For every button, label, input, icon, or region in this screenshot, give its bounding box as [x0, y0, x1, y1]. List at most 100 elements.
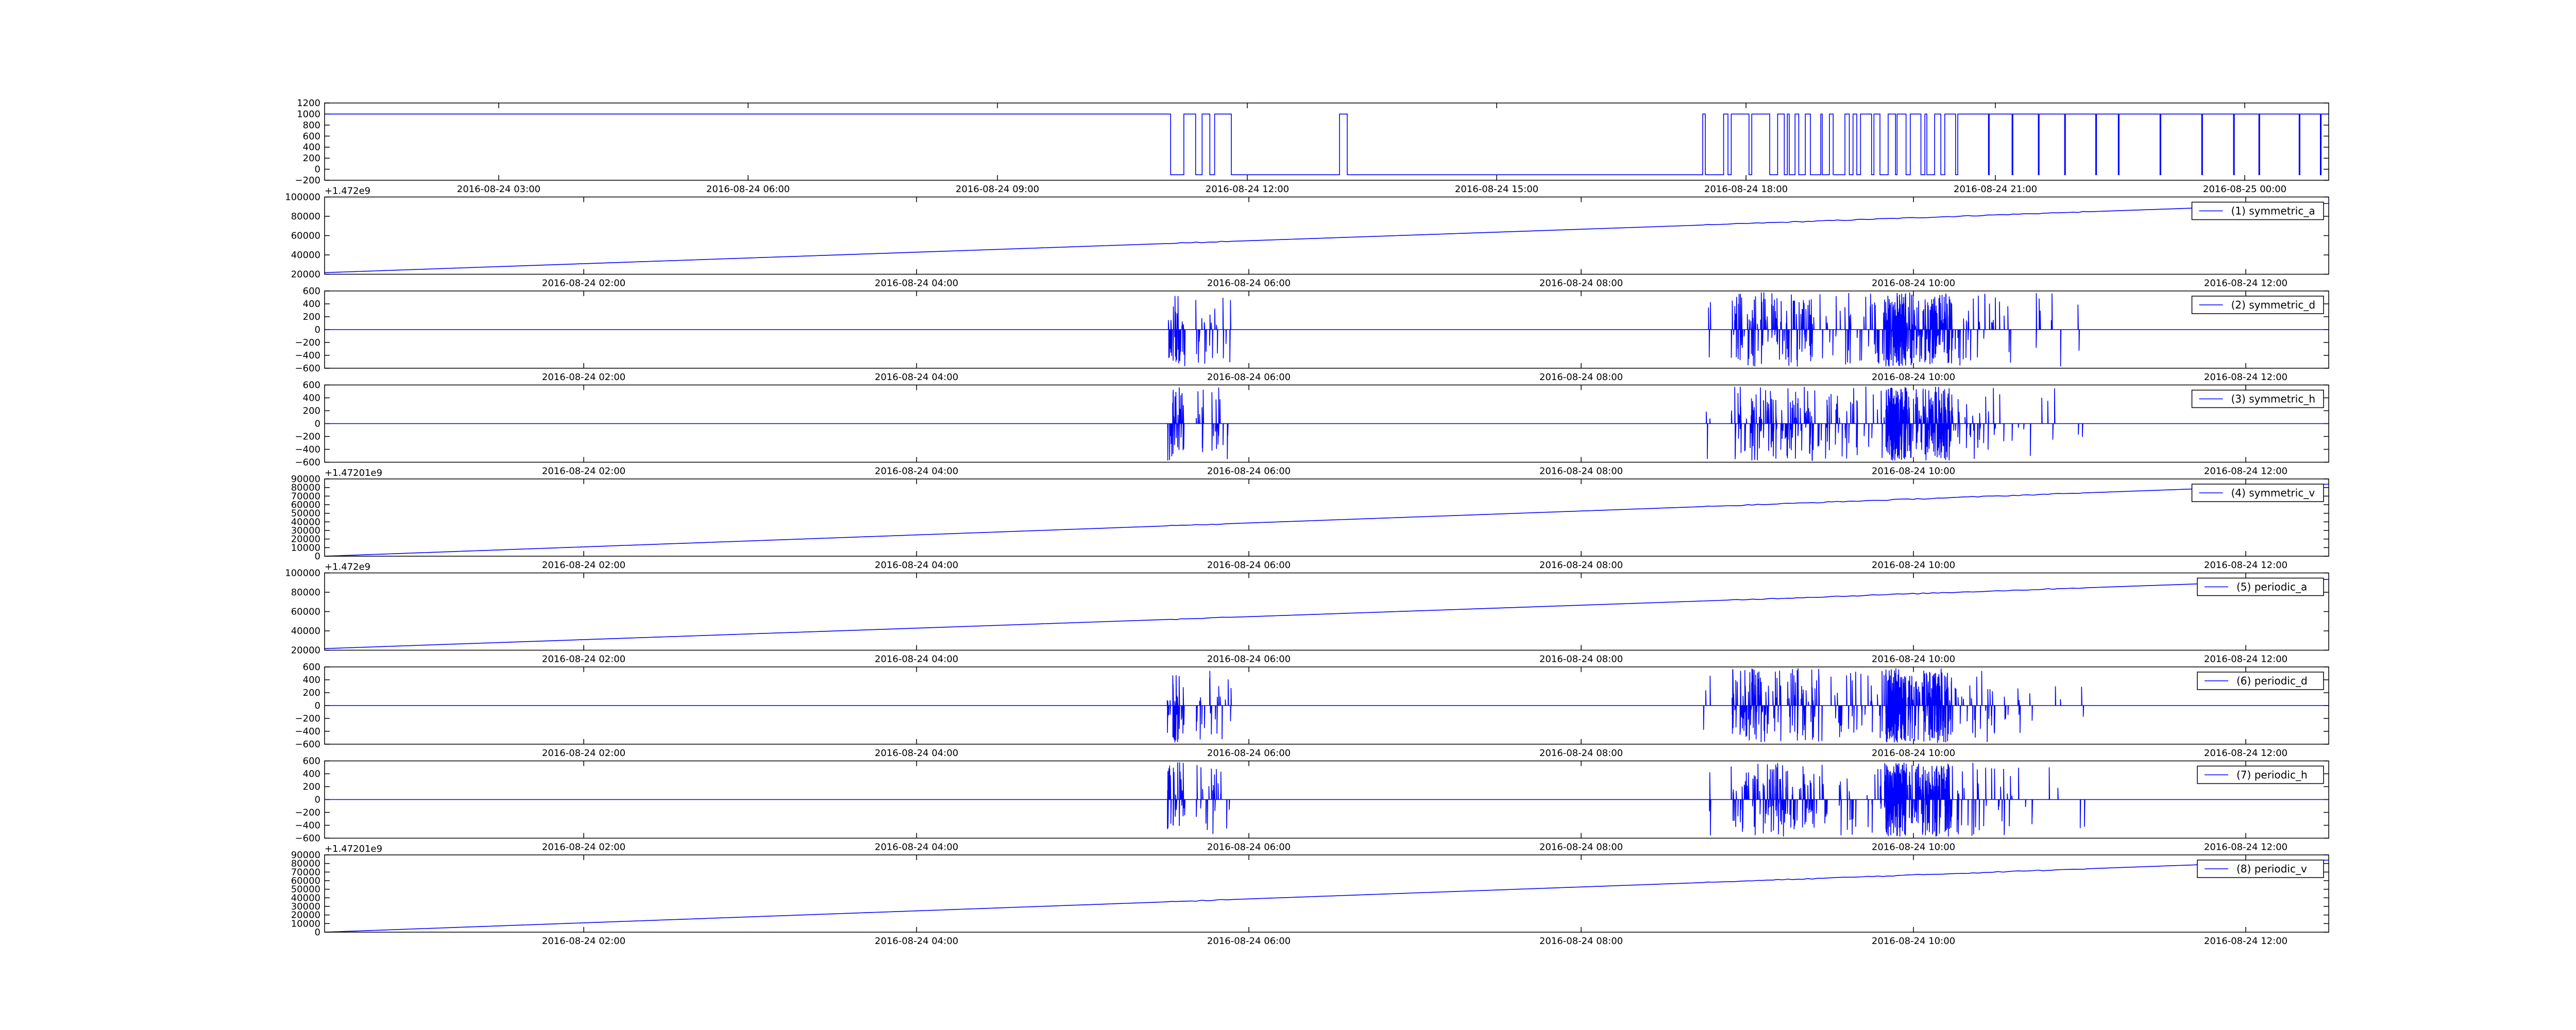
legend: (6) periodic_d	[2197, 672, 2324, 690]
x-tick-label: 2016-08-24 21:00	[1954, 184, 2037, 195]
x-tick-label: 2016-08-24 12:00	[2204, 748, 2287, 759]
y-tick-label: 60000	[291, 500, 320, 510]
y-tick-label: 600	[303, 756, 320, 767]
y-tick-label: 600	[303, 131, 320, 142]
x-tick-label: 2016-08-24 06:00	[706, 184, 790, 195]
axes-frame	[324, 666, 2329, 745]
x-tick-label: 2016-08-24 12:00	[2204, 278, 2287, 289]
y-tick-label: 0	[315, 324, 320, 335]
legend-box	[2191, 201, 2324, 220]
legend: (1) symmetric_a	[2191, 201, 2324, 220]
y-tick-label: 10000	[291, 542, 320, 553]
y-tick-label: −400	[295, 350, 320, 361]
legend: (5) periodic_a	[2197, 577, 2324, 596]
x-tick-label: 2016-08-24 10:00	[1872, 748, 1955, 759]
chart-panel-5: 9000080000700006000050000400003000020000…	[291, 468, 2329, 571]
y-tick-label: −200	[295, 808, 320, 818]
x-tick-label: 2016-08-24 08:00	[1539, 560, 1623, 571]
legend: (8) periodic_v	[2197, 860, 2324, 878]
y-tick-label: 80000	[291, 859, 320, 869]
series-line	[325, 386, 2329, 461]
y-tick-label: 0	[315, 700, 320, 711]
y-tick-label: 400	[303, 393, 320, 404]
x-tick-label: 2016-08-24 08:00	[1539, 278, 1623, 289]
y-tick-label: 600	[303, 662, 320, 673]
x-tick-label: 2016-08-24 08:00	[1539, 842, 1623, 853]
y-tick-label: 40000	[291, 517, 320, 527]
series-line	[325, 203, 2329, 273]
x-tick-label: 2016-08-24 08:00	[1539, 466, 1623, 477]
series-line	[325, 860, 2329, 932]
y-tick-label: 20000	[291, 645, 320, 656]
x-tick-label: 2016-08-24 12:00	[2204, 936, 2287, 947]
legend-label: (5) periodic_a	[2236, 581, 2307, 593]
chart-panel-2: 100000 80000 60000 40000 20000 2016-08-24 02:…	[285, 186, 2329, 289]
legend-label: (6) periodic_d	[2236, 675, 2308, 687]
axes-frame	[324, 102, 2329, 181]
x-tick-label: 2016-08-24 04:00	[875, 278, 958, 289]
y-tick-label: 0	[315, 164, 320, 175]
x-tick-label: 2016-08-24 04:00	[875, 466, 958, 477]
x-tick-label: 2016-08-24 02:00	[542, 372, 625, 383]
axes-frame	[324, 760, 2329, 839]
y-tick-label: 80000	[291, 211, 320, 222]
legend-label: (1) symmetric_a	[2231, 205, 2315, 217]
x-tick-label: 2016-08-24 06:00	[1207, 748, 1291, 759]
legend-label: (4) symmetric_v	[2231, 487, 2315, 499]
axes-frame	[324, 572, 2329, 651]
legend: (3) symmetric_h	[2191, 389, 2324, 408]
legend-box	[2197, 860, 2324, 878]
x-tick-label: 2016-08-24 12:00	[1206, 184, 1289, 195]
y-tick-label: 0	[315, 927, 320, 938]
y-tick-label: 100000	[285, 192, 320, 203]
chart-panel-6: 100000 80000 60000 40000 20000 2016-08-24 02:…	[285, 562, 2329, 665]
y-tick-label: 80000	[291, 483, 320, 493]
y-tick-label: −200	[295, 713, 320, 724]
legend-box	[2191, 296, 2324, 314]
x-tick-label: 2016-08-24 03:00	[457, 184, 540, 195]
y-tick-label: −200	[295, 432, 320, 442]
x-tick-label: 2016-08-24 10:00	[1872, 654, 1955, 665]
x-tick-label: 2016-08-24 06:00	[1207, 278, 1291, 289]
y-tick-label: 200	[303, 312, 320, 322]
x-tick-label: 2016-08-24 06:00	[1207, 842, 1291, 853]
series-line	[325, 113, 2329, 176]
series-line	[325, 484, 2329, 556]
y-tick-label: 60000	[291, 231, 320, 242]
x-tick-label: 2016-08-24 09:00	[956, 184, 1039, 195]
x-tick-label: 2016-08-24 02:00	[542, 466, 625, 477]
x-tick-label: 2016-08-24 12:00	[2204, 466, 2287, 477]
y-tick-label: 600	[303, 286, 320, 297]
x-tick-label: 2016-08-24 12:00	[2204, 372, 2287, 383]
legend-label: (2) symmetric_d	[2231, 299, 2316, 311]
y-tick-label: 800	[303, 120, 320, 131]
y-tick-label: 0	[315, 551, 320, 562]
x-tick-label: 2016-08-24 10:00	[1872, 466, 1955, 477]
x-tick-label: 2016-08-24 04:00	[875, 560, 958, 571]
y-tick-label: 40000	[291, 892, 320, 903]
x-tick-label: 2016-08-24 02:00	[542, 560, 625, 571]
series-line	[325, 762, 2329, 837]
offset-text: +1.472e9	[325, 562, 370, 573]
legend-label: (8) periodic_v	[2236, 863, 2307, 875]
x-tick-label: 2016-08-24 04:00	[875, 748, 958, 759]
legend-label: (7) periodic_h	[2236, 769, 2308, 781]
x-tick-label: 2016-08-24 15:00	[1455, 184, 1538, 195]
y-tick-label: 40000	[291, 626, 320, 637]
legend: (2) symmetric_d	[2191, 296, 2324, 314]
y-tick-label: −600	[295, 457, 320, 468]
y-tick-label: 0	[315, 419, 320, 430]
x-tick-label: 2016-08-24 10:00	[1872, 560, 1955, 571]
y-tick-label: 20000	[291, 534, 320, 545]
y-tick-label: 200	[303, 406, 320, 417]
x-tick-label: 2016-08-24 10:00	[1872, 278, 1955, 289]
axes-frame	[324, 290, 2329, 369]
axes-frame	[324, 854, 2329, 933]
axes-frame	[324, 196, 2329, 275]
x-tick-label: 2016-08-24 12:00	[2204, 654, 2287, 665]
y-tick-label: 1200	[297, 98, 320, 109]
x-tick-label: 2016-08-24 04:00	[875, 936, 958, 947]
y-tick-label: −400	[295, 820, 320, 831]
x-tick-label: 2016-08-24 08:00	[1539, 654, 1623, 665]
